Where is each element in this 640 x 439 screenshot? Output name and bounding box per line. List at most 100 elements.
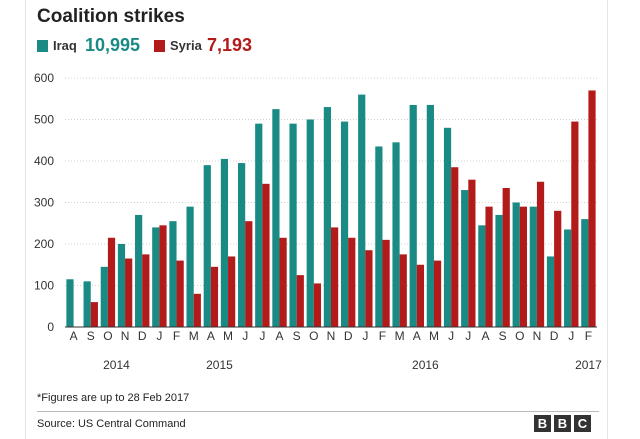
x-tick-label: F: [585, 329, 592, 343]
y-tick-label: 300: [34, 196, 54, 210]
bar-iraq: [392, 142, 400, 327]
source-note: Source: US Central Command: [37, 418, 186, 430]
bar-syria: [107, 237, 116, 327]
x-tick-label: J: [448, 329, 454, 343]
bar-syria: [193, 293, 201, 327]
legend-label-iraq: Iraq: [53, 38, 77, 53]
x-tick-label: A: [207, 329, 215, 343]
bar-iraq: [512, 202, 520, 327]
x-tick-label: O: [309, 329, 318, 343]
year-label: 2014: [103, 358, 130, 372]
bar-iraq: [152, 227, 160, 327]
chart-title: Coalition strikes: [37, 6, 185, 27]
x-tick-label: A: [276, 329, 284, 343]
bar-syria: [571, 121, 579, 327]
x-tick-label: O: [515, 329, 524, 343]
bar-syria: [228, 256, 236, 327]
footnote: *Figures are up to 28 Feb 2017: [37, 392, 190, 404]
x-tick-label: S: [293, 329, 301, 343]
x-tick-label: M: [429, 329, 439, 343]
legend-label-syria: Syria: [170, 38, 202, 53]
year-label: 2016: [412, 358, 439, 372]
bbc-logo-letter: B: [534, 415, 551, 432]
bar-iraq: [426, 104, 434, 327]
bar-iraq: [100, 266, 108, 327]
bar-iraq: [461, 190, 469, 327]
bar-iraq: [289, 123, 297, 328]
bar-syria: [485, 206, 493, 327]
bar-iraq: [83, 281, 91, 327]
legend-total-syria: 7,193: [207, 35, 253, 55]
y-tick-label: 0: [47, 320, 54, 334]
x-tick-label: D: [550, 329, 559, 343]
bar-iraq: [375, 146, 383, 327]
year-label: 2015: [206, 358, 233, 372]
bar-syria: [262, 183, 270, 327]
bar-syria: [279, 237, 287, 327]
bar-iraq: [66, 279, 74, 327]
x-tick-label: S: [499, 329, 507, 343]
bar-iraq: [169, 221, 177, 327]
bar-iraq: [564, 229, 572, 327]
x-tick-label: N: [533, 329, 542, 343]
x-tick-label: F: [379, 329, 386, 343]
bar-syria: [313, 283, 322, 327]
legend-swatch-syria: [154, 40, 165, 52]
x-tick-label: S: [87, 329, 95, 343]
bar-iraq: [306, 119, 314, 327]
x-tick-label: M: [189, 329, 199, 343]
bar-syria: [125, 258, 133, 327]
x-tick-label: N: [121, 329, 130, 343]
bar-iraq: [581, 219, 589, 327]
bar-iraq: [117, 244, 126, 327]
bar-iraq: [272, 109, 280, 327]
x-tick-label: A: [70, 329, 78, 343]
y-tick-label: 200: [34, 237, 54, 251]
bar-syria: [502, 187, 510, 327]
bar-iraq: [323, 107, 331, 327]
x-tick-label: J: [156, 329, 162, 343]
x-tick-label: F: [173, 329, 180, 343]
year-label: 2017: [575, 358, 602, 372]
bar-iraq: [358, 94, 366, 327]
bar-syria: [159, 225, 167, 327]
bar-syria: [90, 302, 98, 327]
bbc-logo-letter: C: [574, 415, 591, 432]
legend-swatch-iraq: [37, 40, 48, 52]
x-tick-label: J: [242, 329, 248, 343]
bar-iraq: [443, 127, 452, 327]
bar-syria: [416, 264, 425, 327]
x-tick-label: J: [259, 329, 265, 343]
bar-syria: [554, 210, 562, 327]
bar-iraq: [478, 225, 486, 327]
bar-syria: [433, 260, 442, 327]
bar-iraq: [529, 206, 537, 327]
bar-syria: [331, 227, 339, 327]
bar-iraq: [203, 165, 211, 327]
bar-syria: [536, 181, 545, 327]
x-tick-label: O: [103, 329, 112, 343]
bar-syria: [176, 260, 184, 327]
bar-iraq: [135, 214, 143, 327]
y-tick-label: 400: [34, 154, 54, 168]
bar-syria: [399, 254, 407, 327]
footer-divider: [37, 411, 599, 412]
y-tick-label: 100: [34, 279, 54, 293]
bar-syria: [245, 221, 253, 327]
bar-iraq: [237, 163, 246, 327]
bar-iraq: [186, 206, 194, 327]
y-tick-label: 500: [34, 113, 54, 127]
x-tick-label: D: [138, 329, 147, 343]
bar-syria: [296, 275, 304, 327]
bar-syria: [382, 239, 390, 327]
x-tick-label: J: [568, 329, 574, 343]
bar-syria: [348, 237, 356, 327]
bar-iraq: [255, 123, 263, 328]
bar-syria: [365, 250, 373, 327]
x-tick-label: J: [465, 329, 471, 343]
x-tick-label: D: [344, 329, 353, 343]
bar-syria: [210, 266, 219, 327]
bar-syria: [519, 206, 527, 327]
x-tick-label: A: [481, 329, 489, 343]
